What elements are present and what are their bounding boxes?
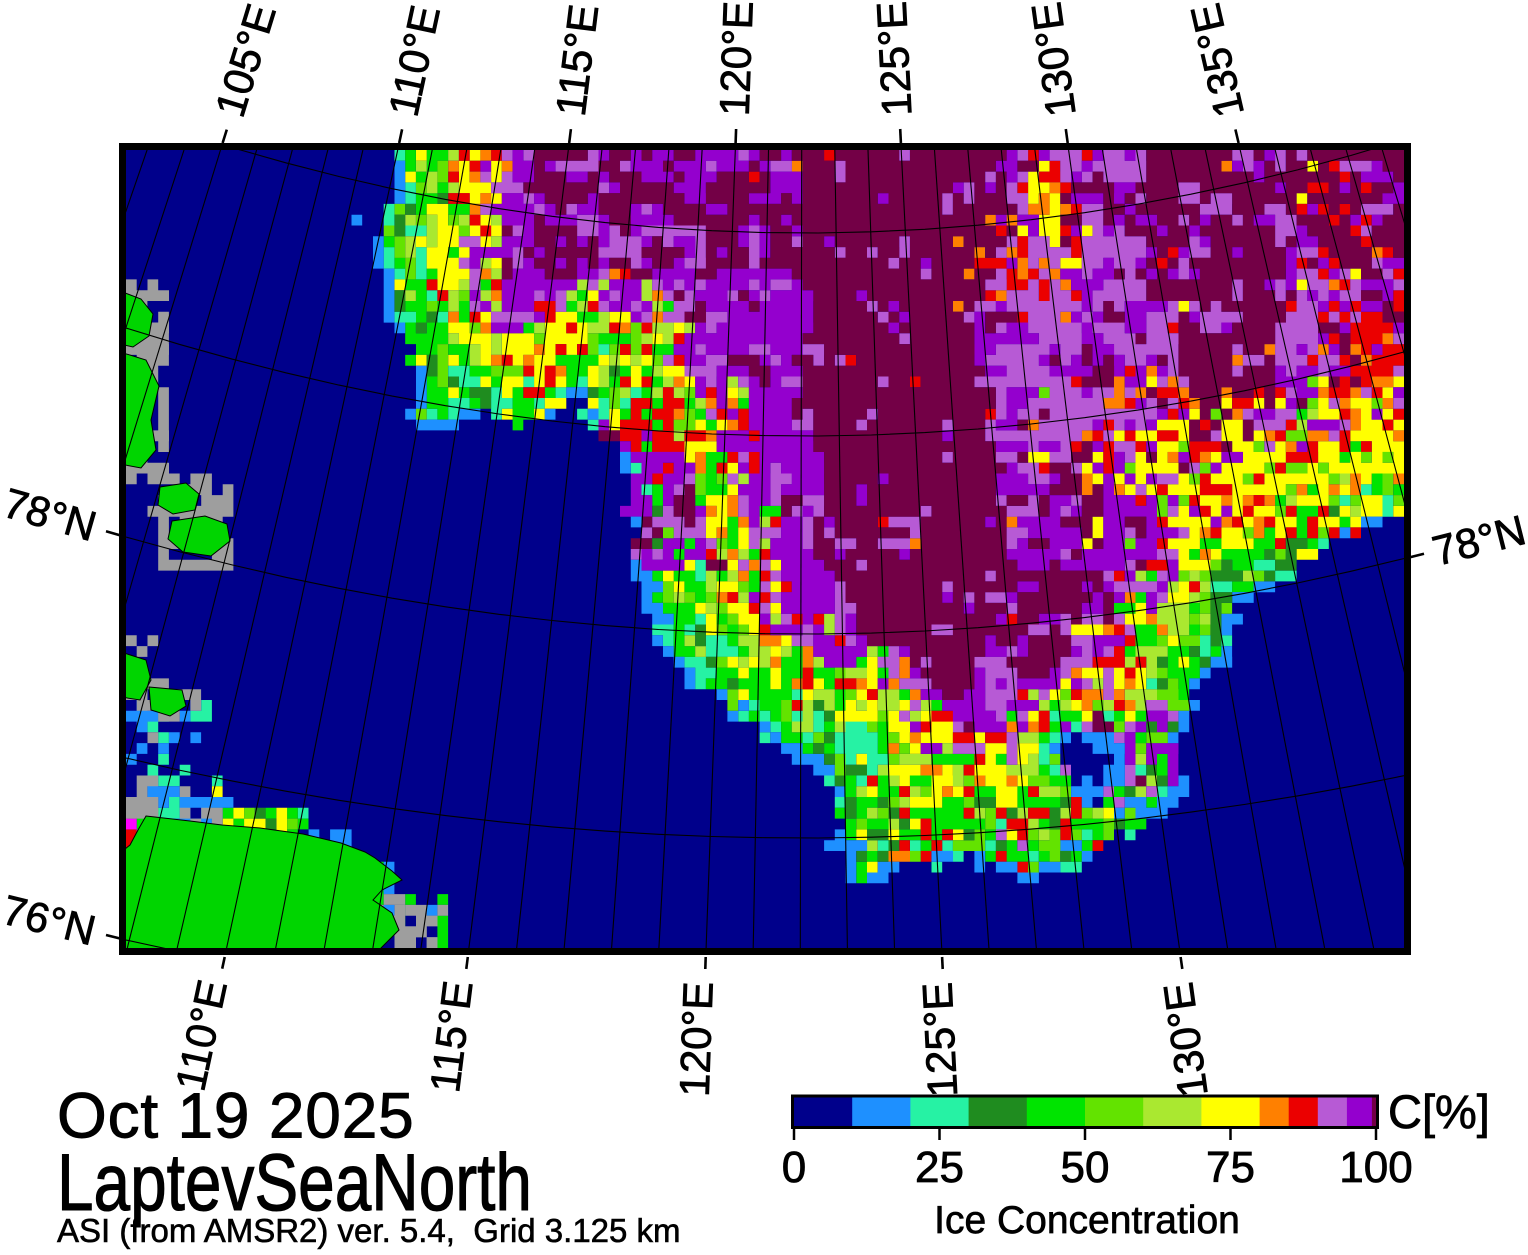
svg-text:50: 50 bbox=[1061, 1143, 1110, 1192]
svg-text:ASI (from AMSR2) ver. 5.4, Gr: ASI (from AMSR2) ver. 5.4, Grid 3.125 km bbox=[57, 1212, 681, 1249]
svg-text:100: 100 bbox=[1339, 1143, 1412, 1192]
svg-text:C[%]: C[%] bbox=[1388, 1085, 1490, 1138]
svg-text:120°E: 120°E bbox=[671, 981, 722, 1098]
svg-text:120°E: 120°E bbox=[711, 0, 762, 117]
svg-text:125°E: 125°E bbox=[868, 0, 921, 117]
svg-text:75: 75 bbox=[1206, 1143, 1255, 1192]
svg-text:0: 0 bbox=[782, 1143, 806, 1192]
svg-text:25: 25 bbox=[915, 1143, 964, 1192]
svg-text:Ice Concentration: Ice Concentration bbox=[934, 1199, 1240, 1242]
svg-text:125°E: 125°E bbox=[913, 981, 966, 1098]
